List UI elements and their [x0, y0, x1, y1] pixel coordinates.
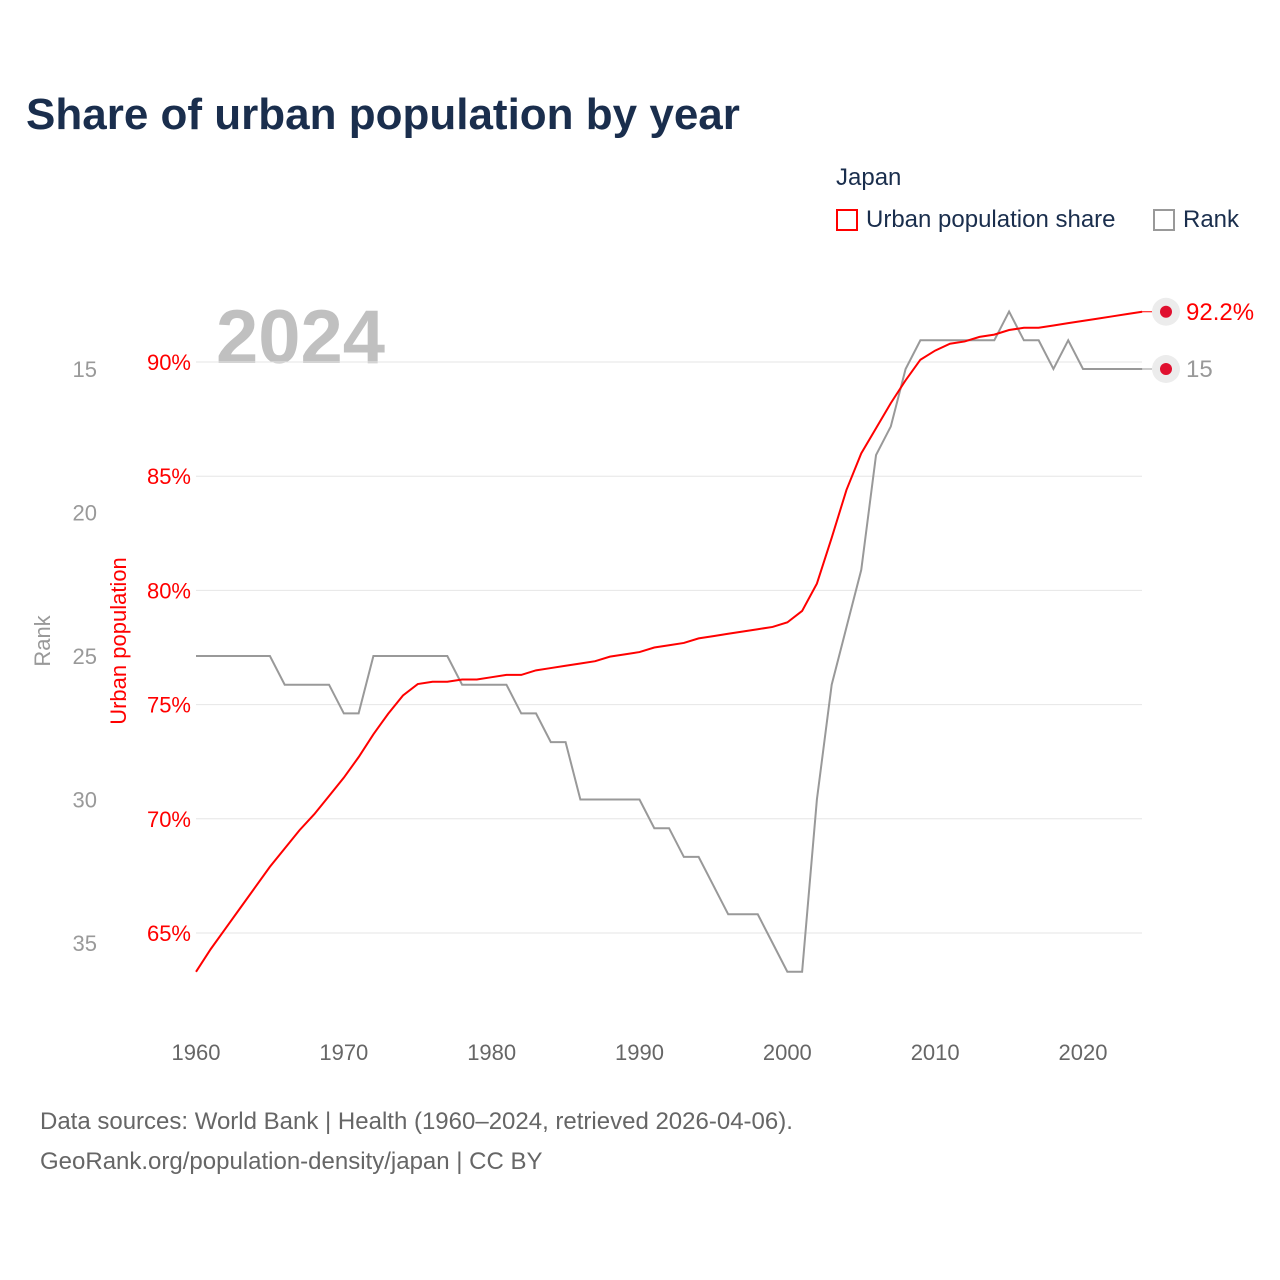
y-tick-label-left: 70%	[147, 807, 191, 832]
urban-share-line	[195, 310, 1143, 973]
legend-label: Urban population share	[866, 206, 1116, 233]
legend-title: Japan	[836, 164, 902, 191]
source-line-1: Data sources: World Bank | Health (1960–…	[40, 1108, 793, 1135]
y-tick-label-rank: 15	[73, 357, 97, 382]
legend-label: Rank	[1183, 206, 1240, 233]
urban-end-label: 92.2%	[1186, 299, 1254, 326]
y-tick-label-left: 90%	[147, 350, 191, 375]
y-tick-label-rank: 35	[73, 931, 97, 956]
year-watermark: 2024	[216, 295, 385, 380]
y-tick-label-rank: 20	[73, 501, 97, 526]
rank-end-marker	[1160, 363, 1172, 375]
y-tick-label-left: 85%	[147, 464, 191, 489]
legend-swatch	[836, 209, 858, 231]
urban-end-marker	[1160, 305, 1172, 318]
x-tick-label: 2010	[911, 1040, 960, 1065]
rank-line	[196, 309, 1143, 973]
y-tick-label-rank: 25	[73, 644, 97, 669]
x-tick-label: 1960	[172, 1040, 221, 1065]
source-line-2: GeoRank.org/population-density/japan | C…	[40, 1148, 543, 1175]
rank-end-label: 15	[1186, 356, 1213, 383]
x-tick-label: 1980	[467, 1040, 516, 1065]
legend-item-rank[interactable]: Rank	[1153, 206, 1239, 234]
y-tick-label-rank: 30	[73, 788, 97, 813]
y-axis-label-left: Urban population	[106, 557, 131, 725]
legend-swatch	[1153, 209, 1175, 231]
x-tick-label: 1990	[615, 1040, 664, 1065]
legend-item-urban[interactable]: Urban population share	[836, 206, 1116, 234]
y-tick-label-left: 75%	[147, 693, 191, 718]
x-tick-label: 2020	[1059, 1040, 1108, 1065]
x-tick-label: 2000	[763, 1040, 812, 1065]
chart-title: Share of urban population by year	[26, 90, 740, 139]
y-tick-label-left: 80%	[147, 578, 191, 603]
x-tick-label: 1970	[319, 1040, 368, 1065]
y-tick-label-left: 65%	[147, 921, 191, 946]
y-axis-label-rank: Rank	[30, 614, 55, 666]
